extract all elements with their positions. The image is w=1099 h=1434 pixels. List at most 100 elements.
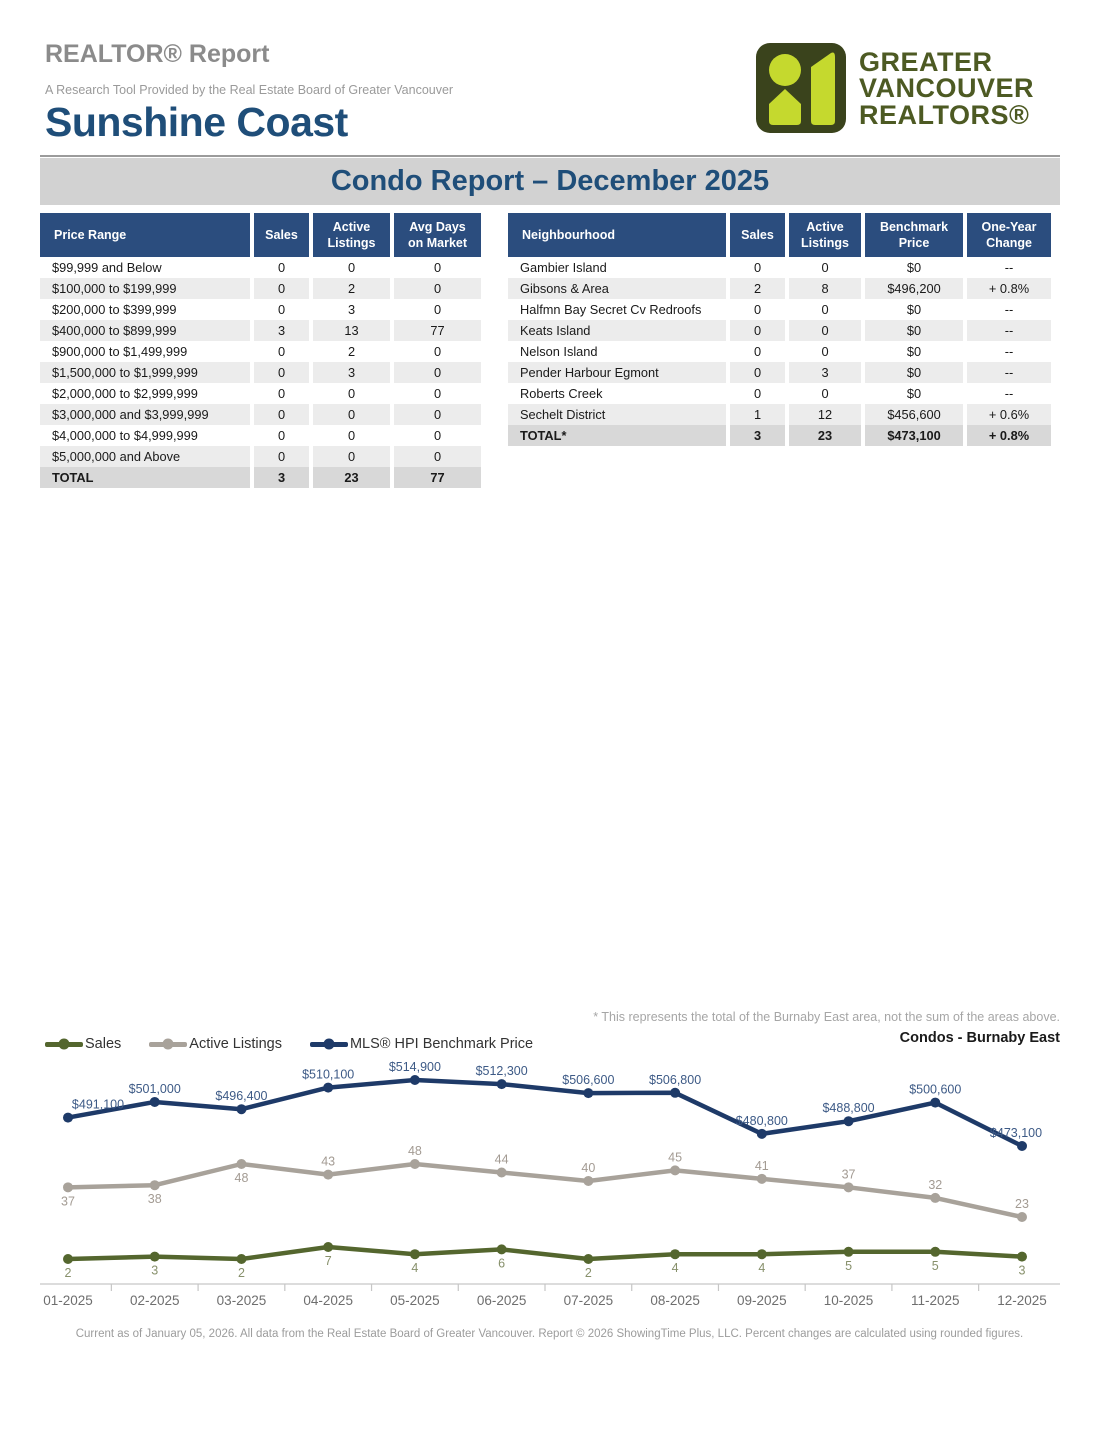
table-cell: -- <box>1004 302 1014 317</box>
price-range-table: Price Range Sales Active Listings Avg Da… <box>36 213 485 488</box>
column-header: Sales <box>730 213 785 257</box>
data-point <box>409 1075 420 1085</box>
data-point <box>843 1182 854 1193</box>
table-cell: 2 <box>313 278 390 299</box>
table-cell: $3,000,000 and $3,999,999 <box>40 404 250 425</box>
legend-label: Sales <box>85 1036 122 1052</box>
table-cell: 0 <box>347 260 356 275</box>
data-point <box>843 1246 854 1257</box>
table-cell: 2 <box>730 278 785 299</box>
data-point <box>496 1079 507 1090</box>
table-row: $5,000,000 and Above 0 0 0 <box>40 446 481 467</box>
table-cell: 8 <box>789 278 861 299</box>
table-cell: Sechelt District <box>508 404 726 425</box>
table-cell: 0 <box>753 386 762 401</box>
table-cell: 0 <box>313 404 390 425</box>
data-point <box>583 1088 594 1099</box>
table-cell: 0 <box>821 302 829 317</box>
gvr-logo-text: GREATER VANCOUVER REALTORS® <box>859 47 1034 129</box>
table-cell: $0 <box>906 302 922 317</box>
table-cell: $0 <box>865 320 963 341</box>
chart-footnote: * This represents the total of the Burna… <box>593 1010 1060 1024</box>
table-cell: $456,600 <box>865 404 963 425</box>
table-cell: 0 <box>277 302 286 317</box>
x-axis-label: 06-2025 <box>477 1293 527 1308</box>
legend-label: Active Listings <box>189 1036 282 1052</box>
table-cell: TOTAL* <box>508 425 726 446</box>
table-cell: $2,000,000 to $2,999,999 <box>52 386 198 401</box>
data-point-label: 45 <box>668 1150 682 1164</box>
x-axis-label: 08-2025 <box>650 1293 700 1308</box>
data-point-label: 3 <box>1019 1264 1026 1278</box>
footer-text: Current as of January 05, 2026. All data… <box>75 1328 1024 1340</box>
table-cell: 0 <box>254 446 309 467</box>
table-cell: $400,000 to $899,999 <box>40 320 250 341</box>
data-point <box>63 1182 73 1193</box>
legend-line-icon <box>309 1038 348 1050</box>
x-axis-label: 02-2025 <box>130 1293 180 1308</box>
table-cell: $0 <box>906 344 922 359</box>
table-total-row: TOTAL 3 23 77 <box>40 467 481 488</box>
table-cell: $5,000,000 and Above <box>40 446 250 467</box>
data-point <box>756 1128 767 1139</box>
series-line-sales <box>65 1244 1025 1262</box>
data-point-label: $473,100 <box>990 1126 1042 1140</box>
logo-line-1: GREATER <box>859 47 993 77</box>
table-cell: $0 <box>906 260 922 275</box>
table-cell: $4,000,000 to $4,999,999 <box>52 428 198 443</box>
data-point <box>930 1097 941 1108</box>
series-line-active-listings <box>65 1161 1025 1220</box>
table-row: Halfmn Bay Secret Cv Redroofs 0 0 $0 -- <box>508 299 1051 320</box>
data-point-label: $501,000 <box>129 1082 181 1096</box>
data-point <box>496 1244 507 1255</box>
table-cell: 0 <box>730 320 785 341</box>
data-point-label: 44 <box>495 1152 509 1166</box>
neighbourhood-table: Neighbourhood Sales Active Listings Benc… <box>504 213 1055 446</box>
data-point <box>583 1175 594 1186</box>
table-cell: 0 <box>347 386 356 401</box>
table-cell: $0 <box>865 362 963 383</box>
table-cell: 0 <box>753 344 762 359</box>
table-row: $99,999 and Below 0 0 0 <box>40 257 481 278</box>
table-cell: 0 <box>254 362 309 383</box>
table-cell: 13 <box>313 320 390 341</box>
table-cell: Keats Island <box>508 320 726 341</box>
table-cell: $1,500,000 to $1,999,999 <box>40 362 250 383</box>
report-title: REALTOR® Report <box>45 40 270 68</box>
table-row: Roberts Creek 0 0 $0 -- <box>508 383 1051 404</box>
data-point <box>323 1242 334 1252</box>
table-cell: 23 <box>789 425 861 446</box>
table-cell: 3 <box>347 302 356 317</box>
data-point-label: 32 <box>928 1178 942 1192</box>
data-point <box>323 1169 334 1180</box>
legend-line-icon <box>149 1038 188 1050</box>
x-axis-label: 09-2025 <box>737 1293 787 1308</box>
table-cell: 0 <box>394 404 481 425</box>
area-title: Sunshine Coast <box>45 99 348 145</box>
table-cell: $100,000 to $199,999 <box>40 278 250 299</box>
data-point-label: 2 <box>585 1266 592 1280</box>
data-point <box>930 1192 941 1203</box>
data-point <box>409 1159 420 1169</box>
data-point <box>670 1249 681 1260</box>
table-row: Gambier Island 0 0 $0 -- <box>508 257 1051 278</box>
table-cell: -- <box>1004 386 1014 401</box>
data-point-label: 4 <box>672 1261 679 1275</box>
table-row: $1,500,000 to $1,999,999 0 3 0 <box>40 362 481 383</box>
data-point-label: 48 <box>408 1144 422 1158</box>
table-cell: 77 <box>394 320 481 341</box>
table-row: $4,000,000 to $4,999,999 0 0 0 <box>40 425 481 446</box>
table-cell: 77 <box>394 467 481 488</box>
data-point <box>583 1254 594 1264</box>
report-subtitle: A Research Tool Provided by the Real Est… <box>45 83 454 97</box>
table-cell: 0 <box>433 260 442 275</box>
column-header: One-Year Change <box>967 213 1051 257</box>
data-point-label: 37 <box>61 1194 75 1208</box>
x-axis-label: 03-2025 <box>217 1293 267 1308</box>
table-cell: $900,000 to $1,499,999 <box>52 344 188 359</box>
data-point-label: $510,100 <box>302 1068 354 1082</box>
column-header: Benchmark Price <box>865 213 963 257</box>
data-point <box>236 1104 247 1115</box>
data-point-label: 7 <box>325 1254 332 1268</box>
